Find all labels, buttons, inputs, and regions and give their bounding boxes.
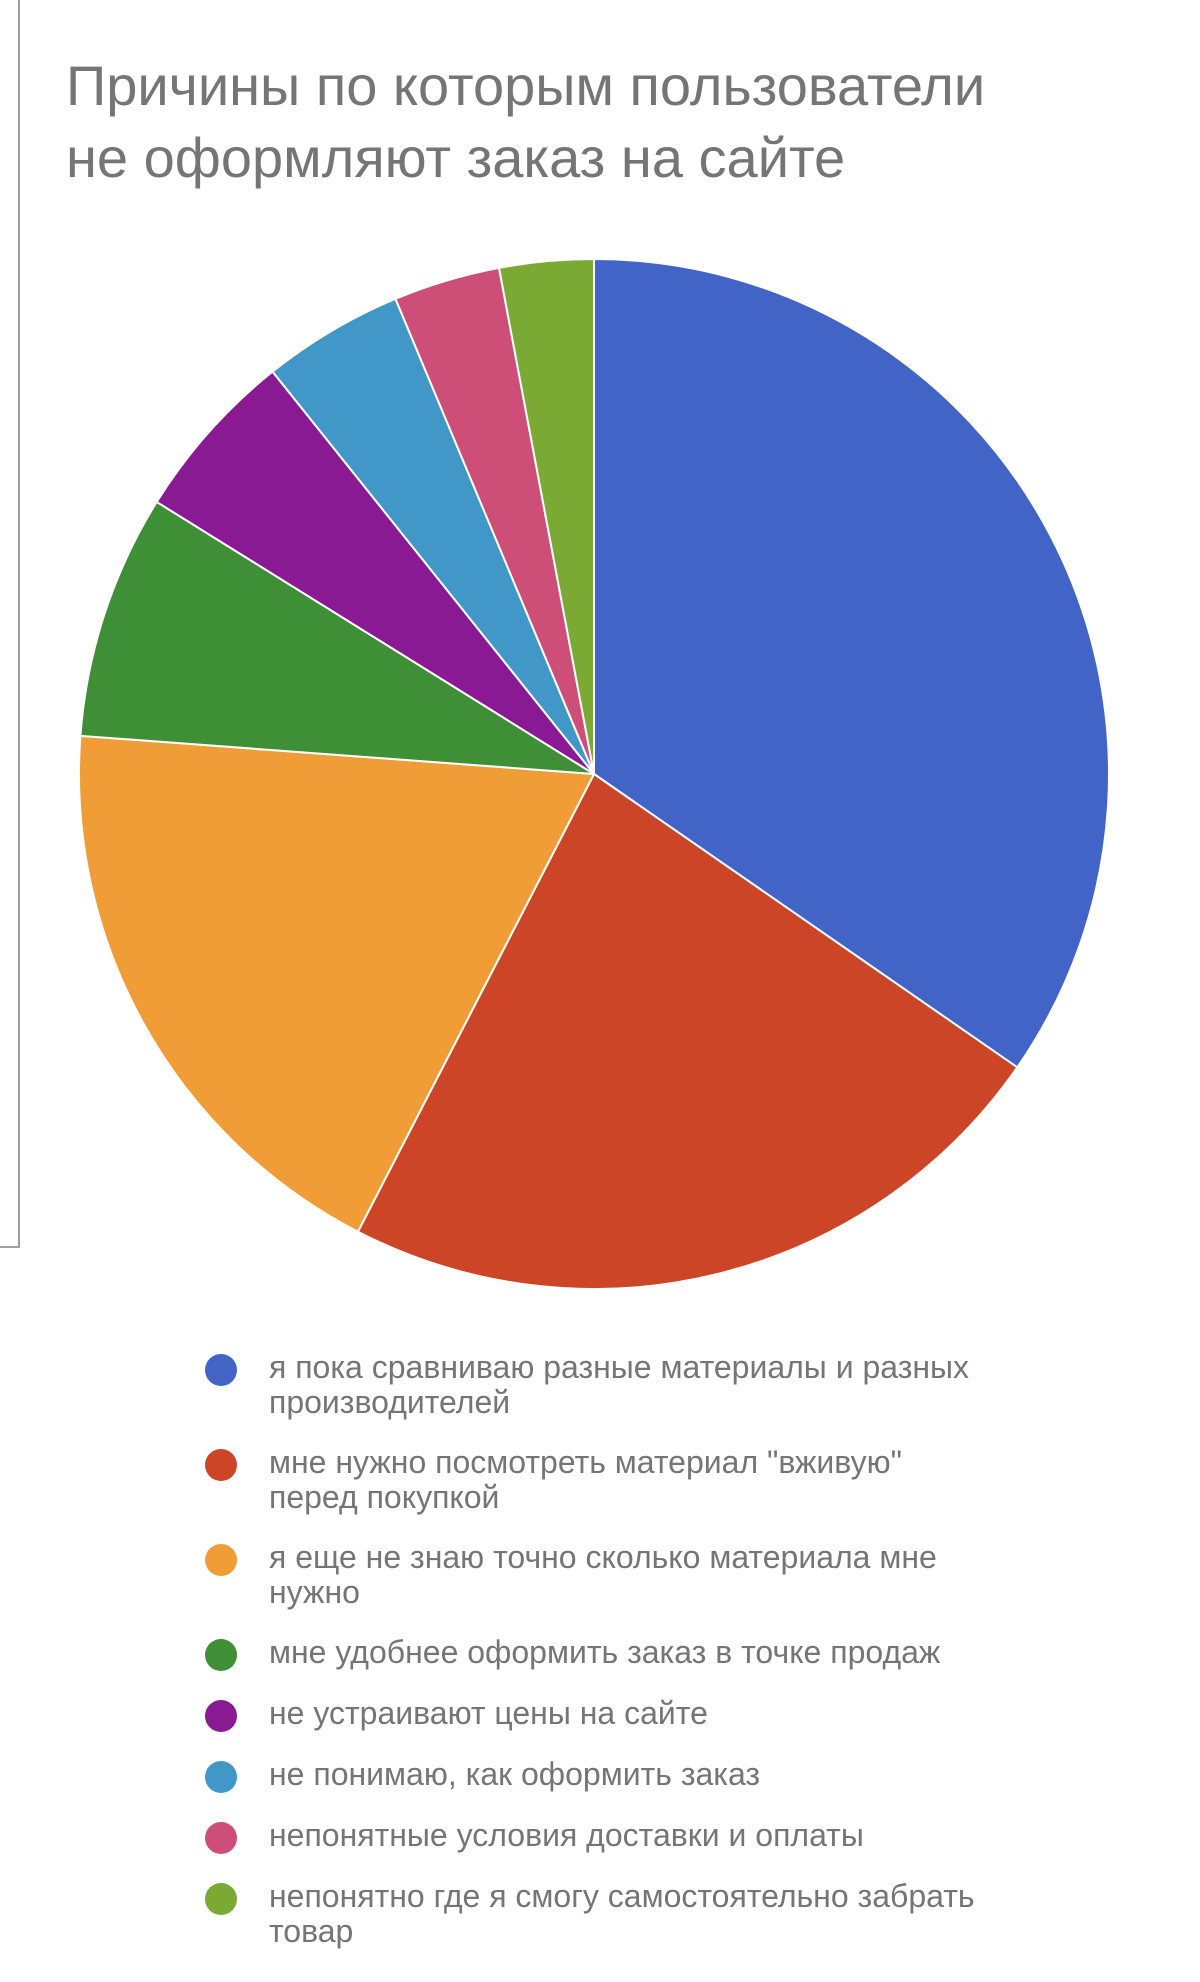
legend-item-7: непонятные условия доставки и оплаты	[205, 1818, 1005, 1854]
legend-item-8: непонятно где я смогу самостоятельно заб…	[205, 1879, 1005, 1949]
pie-chart	[78, 258, 1110, 1290]
frame-line-vertical	[18, 0, 20, 1248]
legend-label: мне нужно посмотреть материал "вживую" п…	[269, 1444, 902, 1515]
legend-label: непонятно где я смогу самостоятельно заб…	[269, 1878, 975, 1949]
legend-swatch	[205, 1544, 237, 1576]
legend-swatch	[205, 1700, 237, 1732]
legend-item-2: мне нужно посмотреть материал "вживую" п…	[205, 1445, 1005, 1515]
legend-label: не понимаю, как оформить заказ	[269, 1756, 761, 1792]
legend-item-6: не понимаю, как оформить заказ	[205, 1757, 1005, 1793]
legend-swatch	[205, 1883, 237, 1915]
legend-label: не устраивают цены на сайте	[269, 1695, 708, 1731]
frame-line-horizontal	[0, 1246, 20, 1248]
pie-slice-2	[356, 773, 1019, 1290]
legend-swatch	[205, 1449, 237, 1481]
legend-item-1: я пока сравниваю разные материалы и разн…	[205, 1350, 1005, 1420]
pie-slice-1	[593, 258, 1110, 1069]
legend-item-5: не устраивают цены на сайте	[205, 1696, 1005, 1732]
legend-label: я пока сравниваю разные материалы и разн…	[269, 1349, 970, 1420]
legend-swatch	[205, 1822, 237, 1854]
pie-slice-3	[78, 734, 595, 1233]
chart-title-line-1: Причины по которым пользователи	[66, 54, 986, 117]
pie-slice-5	[155, 370, 595, 775]
chart-title-line-2: не оформляют заказ на сайте	[66, 126, 846, 189]
legend-label: я еще не знаю точно сколько материала мн…	[269, 1539, 937, 1610]
chart-title: Причины по которым пользователи не оформ…	[66, 50, 1066, 194]
legend-swatch	[205, 1639, 237, 1671]
pie-slice-4	[79, 500, 595, 775]
legend-swatch	[205, 1761, 237, 1793]
pie-slice-8	[498, 258, 595, 775]
legend-item-4: мне удобнее оформить заказ в точке прода…	[205, 1635, 1005, 1671]
legend-label: мне удобнее оформить заказ в точке прода…	[269, 1634, 941, 1670]
legend-label: непонятные условия доставки и оплаты	[269, 1817, 864, 1853]
chart-legend: я пока сравниваю разные материалы и разн…	[205, 1350, 1005, 1974]
legend-item-3: я еще не знаю точно сколько материала мн…	[205, 1540, 1005, 1610]
legend-swatch	[205, 1354, 237, 1386]
